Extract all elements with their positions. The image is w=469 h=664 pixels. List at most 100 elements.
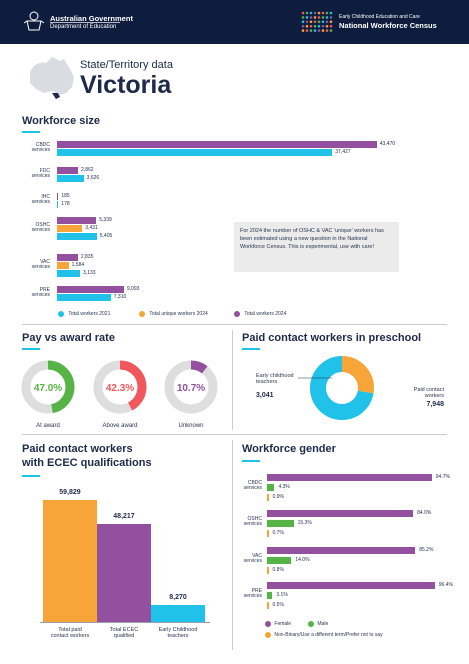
- value-label: 7,310: [113, 294, 127, 300]
- divider: [232, 330, 233, 430]
- value-label: 94.7%: [435, 474, 450, 480]
- value-label: 3,626: [86, 175, 100, 181]
- category-label: VAC services: [243, 553, 262, 565]
- logo-dot: [313, 20, 317, 24]
- value-label: 185: [61, 193, 70, 199]
- category-label: VAC services: [31, 259, 50, 271]
- logo-dot: [305, 16, 309, 19]
- bar: [57, 141, 377, 148]
- logo-dot: [329, 24, 333, 28]
- workforce-note: For 2024 the number of OSHC & VAC 'uniqu…: [234, 222, 399, 272]
- logo-dot: [301, 20, 305, 24]
- donut-label: At award: [36, 423, 60, 429]
- bar: [57, 175, 84, 182]
- value-label: 3,133: [83, 270, 96, 276]
- value-label: 5,339: [99, 217, 112, 223]
- category-label: Early Childhood teachers: [158, 627, 198, 639]
- category-label: OSHC services: [243, 516, 262, 528]
- bar: [97, 523, 151, 622]
- bar: [57, 225, 83, 232]
- logo-dot: [313, 24, 317, 28]
- legend-swatch: [265, 621, 271, 627]
- workforce-legend: Total unique workers 2024: [139, 311, 208, 317]
- value-label: 3,431: [85, 225, 98, 231]
- bar: [57, 167, 79, 174]
- value-label: 8,270: [169, 594, 187, 602]
- bar: [57, 149, 333, 156]
- pay-donuts: 47.0% At award 42.3% Above award 10.7% Unknow…: [21, 360, 218, 429]
- value-label: 14.0%: [295, 557, 310, 563]
- logo-dot: [305, 20, 309, 24]
- bar: [43, 500, 97, 622]
- logo-dot: [321, 20, 325, 24]
- value-label: 3.1%: [276, 592, 288, 598]
- legend-swatch: [265, 632, 271, 638]
- legend-label: Male: [317, 621, 329, 628]
- gender-legend: Female: [265, 621, 291, 627]
- page-subtitle: State/Territory data: [80, 59, 173, 71]
- logo-dot: [313, 29, 317, 32]
- logo-dot: [301, 16, 305, 19]
- divider: [22, 324, 447, 325]
- logo-dot: [301, 24, 305, 28]
- baseline: [40, 622, 210, 623]
- bar: [267, 557, 292, 564]
- value-label: 2,862: [81, 167, 94, 173]
- census-logo-icon: [301, 11, 333, 32]
- bar: [151, 605, 205, 622]
- value-label: 96.4%: [438, 582, 453, 588]
- logo-dot: [313, 16, 317, 19]
- donut-label: Above award: [102, 423, 137, 429]
- value-label: 0.5%: [272, 602, 284, 608]
- logo-dot: [317, 11, 321, 15]
- bar: [267, 474, 432, 481]
- logo-dot: [305, 24, 309, 28]
- donut-value: 42.3%: [106, 383, 134, 394]
- logo-dot: [321, 24, 325, 28]
- logo-dot: [301, 11, 305, 15]
- logo-dot: [325, 11, 329, 15]
- legend-label: Total workers 2021: [68, 311, 111, 318]
- divider: [232, 440, 233, 650]
- value-label: 5,405: [99, 233, 113, 239]
- bar: [57, 233, 97, 240]
- workforce-size-title: Workforce size: [22, 115, 101, 127]
- logo-dot: [317, 20, 321, 24]
- bar: [267, 520, 294, 527]
- category-label: PRE services: [243, 588, 262, 600]
- value-label: 0.8%: [272, 567, 284, 573]
- bar: [267, 602, 269, 609]
- bar: [267, 582, 435, 589]
- donut-value: 10.7%: [177, 383, 205, 394]
- logo-dot: [313, 11, 317, 15]
- value-label: 48,217: [113, 512, 135, 520]
- logo-dot: [309, 24, 313, 28]
- legend-swatch: [234, 311, 240, 317]
- logo-dot: [325, 24, 329, 28]
- slice-label: Early childhood: [256, 373, 294, 379]
- coat-of-arms-icon: [23, 11, 45, 31]
- divider: [22, 434, 447, 435]
- legend-label: Total workers 2024: [244, 311, 287, 318]
- bar: [267, 567, 269, 574]
- value-label: 84.0%: [417, 510, 432, 516]
- category-label: PRE services: [31, 287, 50, 299]
- logo-dot: [325, 20, 329, 24]
- logo-dot: [329, 20, 333, 24]
- bar: [57, 254, 78, 261]
- donut-arc: [164, 360, 218, 414]
- category-label: CBDC services: [243, 480, 262, 492]
- gender-legend: Non-Binary/Use a different term/Prefer n…: [265, 632, 383, 638]
- bar: [267, 592, 273, 599]
- logo-dot: [329, 29, 333, 32]
- logo-dot: [321, 11, 325, 15]
- bar: [57, 217, 97, 224]
- logo-dot: [329, 16, 333, 19]
- gov-name: Australian Government: [50, 14, 133, 23]
- logo-dot: [301, 29, 305, 32]
- bar: [57, 294, 111, 301]
- value-label: 0.7%: [272, 530, 284, 536]
- logo-dot: [309, 20, 313, 24]
